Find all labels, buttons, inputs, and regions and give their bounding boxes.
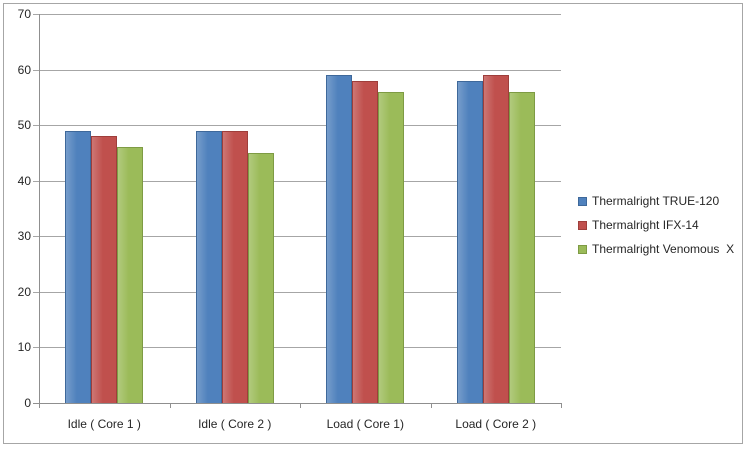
bar [326, 75, 353, 403]
legend-label: Thermalright TRUE-120 [592, 194, 720, 208]
y-axis-tick-label: 30 [17, 229, 31, 244]
bar [65, 130, 92, 403]
bar [247, 152, 274, 403]
y-axis-tick-label: 0 [24, 396, 31, 410]
gridline [33, 180, 561, 182]
x-axis-tick [561, 403, 562, 408]
gridline [33, 69, 561, 71]
gridline [33, 14, 561, 15]
bar [352, 80, 379, 403]
gridline [33, 347, 561, 349]
chart-border [3, 3, 743, 444]
x-axis-tick [300, 403, 301, 408]
bar [91, 136, 118, 403]
legend-color-swatch-icon [578, 244, 587, 254]
x-axis-tick [169, 403, 171, 408]
x-axis-category-label: Idle ( Core 1 ) [67, 417, 141, 431]
gridline [33, 291, 561, 293]
bar [221, 130, 248, 403]
legend-color-swatch-icon [578, 220, 587, 230]
x-axis-category-label: Load ( Core 2 ) [455, 417, 537, 431]
x-axis-tick [39, 403, 40, 408]
legend-label: Thermalright Venomous X [592, 242, 735, 256]
legend-label: Thermalright IFX-14 [592, 218, 699, 232]
legend-item: Thermalright TRUE-120 [578, 193, 719, 209]
legend-item: Thermalright Venomous X [578, 241, 734, 257]
y-axis-tick-label: 50 [17, 118, 31, 133]
bar [508, 91, 535, 403]
x-axis-category-label: Load ( Core 1) [326, 417, 404, 431]
gridline [33, 236, 561, 238]
bar [117, 147, 144, 403]
x-axis-line [33, 403, 561, 404]
y-axis-tick-label: 60 [17, 62, 31, 77]
legend-item: Thermalright IFX-14 [578, 217, 699, 233]
gridline [33, 125, 561, 127]
legend-color-swatch-icon [578, 196, 587, 206]
y-axis-tick-label: 20 [17, 284, 31, 299]
x-axis-tick [430, 403, 432, 408]
bar [456, 80, 483, 403]
bar [195, 130, 222, 403]
bar [482, 75, 509, 403]
x-axis-category-label: Idle ( Core 2 ) [198, 417, 272, 431]
y-axis-tick-label: 40 [17, 173, 31, 188]
y-axis-line [39, 14, 40, 404]
bar [378, 91, 405, 403]
y-axis-tick-label: 70 [17, 7, 31, 21]
y-axis-tick-label: 10 [17, 340, 31, 355]
